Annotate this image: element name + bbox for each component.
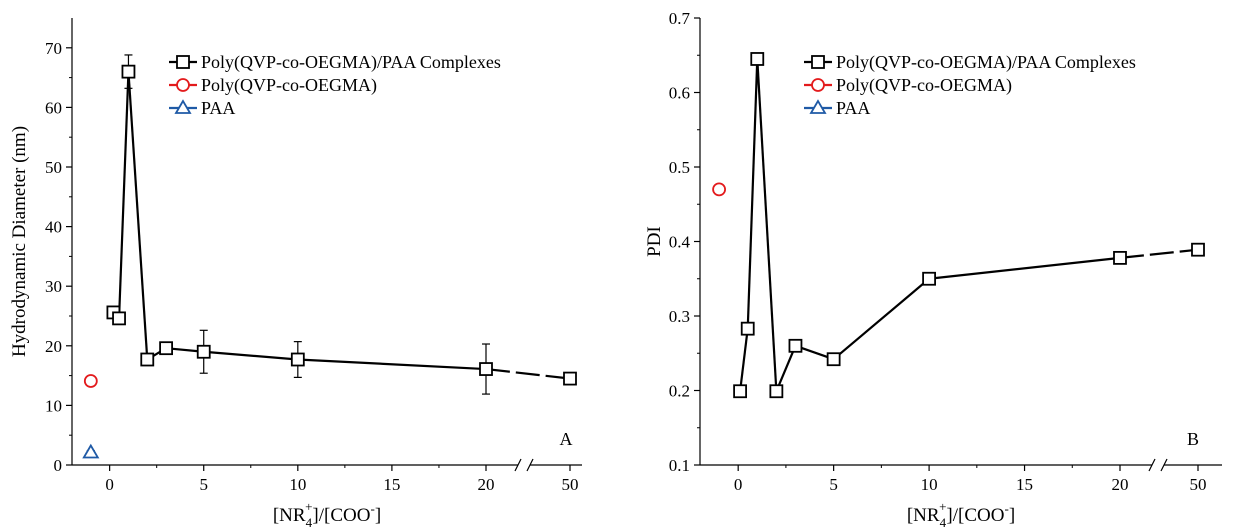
data-point — [1113, 250, 1127, 265]
legend-marker — [811, 78, 825, 92]
x-axis-title-part: ] — [375, 505, 381, 526]
data-point — [479, 362, 493, 376]
panel-label: B — [1187, 429, 1199, 449]
legend-label: PAA — [836, 98, 870, 118]
data-point — [733, 384, 747, 399]
y-tick-label: 0.3 — [669, 307, 690, 326]
x-axis-title-part: ]/[COO — [312, 505, 370, 526]
data-point — [922, 271, 936, 286]
y-axis-title: PDI — [644, 226, 665, 257]
y-axis-title: Hydrodynamic Diameter (nm) — [9, 126, 30, 357]
y-tick-label: 50 — [45, 158, 62, 177]
data-point — [826, 352, 841, 367]
axis-break-mark — [1148, 458, 1156, 472]
data-point — [788, 338, 803, 353]
x-axis-title-sup: + — [305, 499, 312, 514]
axis-break-mark — [526, 458, 534, 472]
x-axis-title: [NR4+]/[COO-] — [273, 499, 381, 529]
x-tick-label: 50 — [562, 475, 579, 494]
x-axis-title-part: ] — [1009, 505, 1015, 526]
legend-label: PAA — [201, 98, 235, 118]
x-axis-title-part: [NR — [907, 505, 940, 526]
series-line — [127, 71, 149, 360]
data-point — [712, 182, 726, 197]
legend-label: Poly(QVP-co-OEGMA) — [201, 75, 377, 96]
legend-marker — [811, 55, 825, 69]
data-point — [769, 384, 784, 399]
x-axis-title-sup: - — [370, 501, 374, 516]
data-point — [290, 352, 305, 367]
data-point — [82, 443, 100, 459]
series-line — [928, 256, 1121, 280]
x-axis-title-part: [NR — [273, 505, 306, 526]
x-axis-title-sub: 4 — [306, 515, 313, 529]
y-tick-label: 0.7 — [669, 9, 691, 28]
axis-break-mark — [1160, 458, 1168, 472]
legend-label: Poly(QVP-co-OEGMA) — [836, 75, 1012, 96]
y-tick-label: 0.1 — [669, 456, 690, 475]
data-point — [159, 341, 173, 356]
series-line — [738, 328, 749, 392]
x-tick-label: 50 — [1190, 475, 1207, 494]
y-tick-label: 0 — [54, 456, 63, 475]
x-tick-label: 20 — [478, 475, 495, 494]
data-point — [1191, 242, 1205, 257]
y-tick-label: 0.6 — [669, 84, 690, 103]
y-tick-label: 40 — [45, 218, 62, 237]
y-tick-label: 60 — [45, 98, 62, 117]
series-line-dashed — [485, 367, 571, 380]
panel-a-chart: 0 10 20 30 40 50 60 70 0 5 10 15 20 50 [NR4+]/[COO-] Hy… — [9, 18, 582, 529]
x-tick-label: 0 — [105, 475, 114, 494]
series-line — [756, 58, 778, 392]
x-tick-label: 10 — [921, 475, 938, 494]
series-line — [775, 345, 797, 392]
panel-b-chart: 0.1 0.2 0.3 0.4 0.5 0.6 0.7 0 5 10 15 20 50 [NR4+]/[C… — [644, 9, 1222, 529]
legend-label: Poly(QVP-co-OEGMA)/PAA Complexes — [836, 52, 1136, 73]
legend-label: Poly(QVP-co-OEGMA)/PAA Complexes — [201, 52, 501, 73]
data-point — [750, 52, 765, 66]
data-point — [740, 321, 755, 336]
x-axis-title-sup: + — [939, 499, 946, 514]
series-line-dashed — [1119, 248, 1199, 259]
data-point — [196, 344, 211, 359]
legend-marker — [809, 99, 827, 114]
data-point — [121, 64, 136, 79]
data-point — [563, 371, 577, 386]
data-point — [112, 311, 126, 326]
x-tick-label: 15 — [383, 475, 400, 494]
x-axis-title-part: ]/[COO — [946, 505, 1004, 526]
x-axis-title-sub: 4 — [940, 515, 947, 529]
y-tick-label: 0.2 — [669, 382, 690, 401]
series-line — [117, 71, 130, 319]
series-line — [203, 350, 298, 361]
x-tick-label: 10 — [289, 475, 306, 494]
x-axis-title-sup: - — [1004, 501, 1008, 516]
axis-break-mark — [514, 458, 522, 472]
y-tick-label: 20 — [45, 337, 62, 356]
x-tick-label: 20 — [1112, 475, 1129, 494]
x-axis-title: [NR4+]/[COO-] — [907, 499, 1015, 529]
data-point — [83, 374, 98, 388]
legend-marker — [174, 99, 192, 114]
y-tick-label: 10 — [45, 396, 62, 415]
series-line — [297, 358, 487, 371]
y-tick-label: 0.5 — [669, 158, 690, 177]
legend-marker — [176, 78, 190, 92]
panel-label: A — [560, 429, 573, 449]
y-tick-label: 30 — [45, 277, 62, 296]
series-line — [832, 277, 930, 361]
x-tick-label: 0 — [734, 475, 743, 494]
y-tick-label: 0.4 — [669, 233, 691, 252]
x-tick-label: 15 — [1016, 475, 1033, 494]
x-tick-label: 5 — [829, 475, 838, 494]
data-point — [140, 352, 155, 367]
legend-marker — [176, 55, 190, 69]
y-tick-label: 70 — [45, 39, 62, 58]
series-line — [746, 58, 759, 329]
x-tick-label: 5 — [199, 475, 208, 494]
